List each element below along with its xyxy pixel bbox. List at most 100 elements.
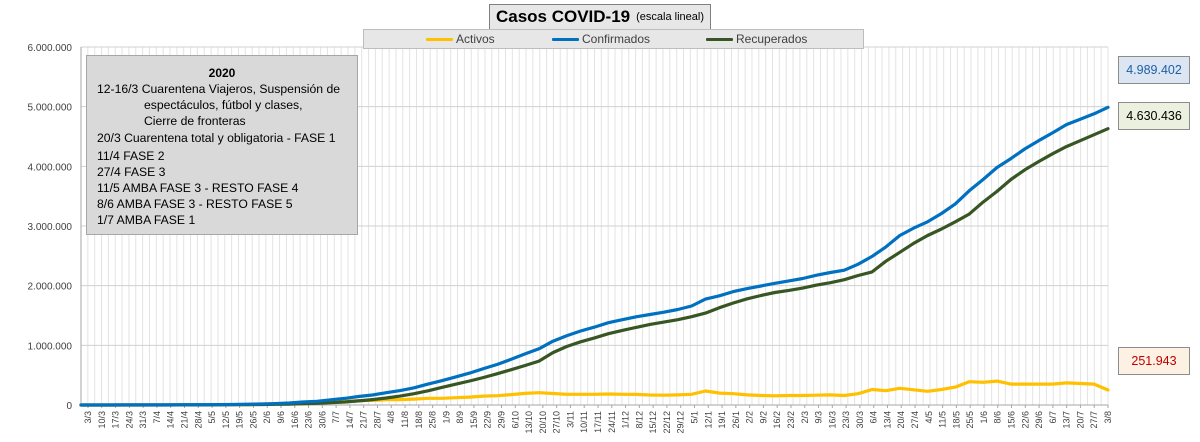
x-tick-label: 2/6 — [262, 411, 272, 424]
x-tick-label: 21/4 — [179, 411, 189, 429]
x-tick-label: 29/9 — [497, 411, 507, 429]
annotation-line: 11/5 AMBA FASE 3 - RESTO FASE 4 — [97, 181, 299, 195]
y-tick-label: 3.000.000 — [28, 222, 73, 233]
x-tick-label: 1/9 — [441, 411, 451, 424]
x-tick-label: 20/7 — [1075, 411, 1085, 429]
y-axis: 0 1.000.000 2.000.000 3.000.000 4.000.000 5.0… — [28, 43, 82, 412]
chart-title: Casos COVID-19 — [495, 7, 631, 26]
x-tick-label: 27/4 — [910, 411, 920, 429]
x-tick-label: 24/3 — [124, 411, 134, 429]
x-tick-label: 5/1 — [689, 411, 699, 424]
x-tick-label: 9/6 — [276, 411, 286, 424]
x-tick-label: 30/6 — [317, 411, 327, 429]
legend-item-recuperados: Recuperados — [706, 30, 807, 48]
x-tick-label: 7/4 — [152, 411, 162, 424]
x-tick-label: 15/12 — [648, 411, 658, 434]
x-tick-label: 10/3 — [97, 411, 107, 429]
x-tick-label: 28/4 — [193, 411, 203, 429]
x-tick-label: 11/5 — [938, 411, 948, 428]
x-tick-label: 19/1 — [717, 411, 727, 429]
x-tick-label: 22/6 — [1020, 411, 1030, 429]
x-tick-label: 6/10 — [510, 411, 520, 429]
annotation-line: 8/6 AMBA FASE 3 - RESTO FASE 5 — [97, 197, 293, 211]
x-tick-label: 2/2 — [745, 411, 755, 424]
x-tick-label: 8/9 — [455, 411, 465, 424]
legend-label-confirmados: Confirmados — [582, 32, 651, 46]
x-tick-label: 26/5 — [248, 411, 258, 429]
x-tick-label: 2/3 — [800, 411, 810, 424]
x-tick-label: 3/3 — [83, 411, 93, 424]
annotation-line: 20/3 Cuarentena total y obligatoria - FA… — [97, 131, 336, 145]
x-tick-label: 29/6 — [1034, 411, 1044, 429]
legend-item-activos: Activos — [426, 30, 495, 48]
x-tick-label: 7/7 — [331, 411, 341, 424]
annotation-box: 2020 12-16/3 Cuarentena Viajeros, Suspen… — [86, 55, 358, 235]
annotation-line: Cierre de fronteras — [144, 114, 246, 128]
value-box-confirmados: 4.989.402 — [1118, 56, 1190, 84]
x-tick-label: 25/5 — [965, 411, 975, 429]
value-recuperados: 4.630.436 — [1126, 109, 1182, 123]
value-activos: 251.943 — [1131, 354, 1177, 368]
y-tick-label: 6.000.000 — [28, 43, 73, 54]
x-tick-label: 26/1 — [731, 411, 741, 429]
x-tick-label: 4/5 — [924, 411, 934, 424]
x-tick-label: 15/6 — [1007, 411, 1017, 429]
x-tick-label: 17/3 — [111, 411, 121, 429]
annotation-line: 27/4 FASE 3 — [97, 165, 166, 179]
x-tick-label: 16/3 — [827, 411, 837, 429]
x-tick-label: 9/3 — [814, 411, 824, 424]
x-axis: 3/3 10/3 17/3 24/3 31/3 7/4 14/4 21/4 28/4 5/5 12/… — [81, 404, 1113, 434]
x-tick-label: 9/2 — [758, 411, 768, 424]
x-tick-label: 13/10 — [524, 411, 534, 434]
x-tick-label: 23/3 — [841, 411, 851, 429]
chart-subtitle: (escala lineal) — [636, 11, 705, 23]
chart-legend: Activos Confirmados Recuperados — [363, 29, 864, 49]
x-tick-label: 8/12 — [634, 411, 644, 429]
x-tick-label: 12/1 — [703, 411, 713, 429]
value-box-recuperados: 4.630.436 — [1118, 102, 1190, 130]
x-tick-label: 22/9 — [483, 411, 493, 429]
x-tick-label: 16/6 — [290, 411, 300, 429]
x-tick-label: 14/4 — [166, 411, 176, 429]
x-tick-label: 28/7 — [372, 411, 382, 429]
y-tick-label: 2.000.000 — [28, 282, 73, 293]
legend-label-activos: Activos — [456, 32, 495, 46]
y-tick-label: 1.000.000 — [28, 341, 73, 352]
x-tick-label: 11/8 — [400, 411, 410, 428]
legend-swatch-activos — [426, 37, 453, 41]
x-tick-label: 13/7 — [1062, 411, 1072, 429]
value-box-activos: 251.943 — [1118, 347, 1190, 375]
legend-swatch-recuperados — [706, 37, 733, 41]
x-tick-label: 10/11 — [579, 411, 589, 433]
x-tick-label: 3/8 — [1103, 411, 1113, 424]
x-tick-label: 12/5 — [221, 411, 231, 429]
value-confirmados: 4.989.402 — [1126, 63, 1182, 77]
y-tick-label: 0 — [66, 401, 72, 412]
x-tick-label: 1/6 — [979, 411, 989, 424]
chart-title-box: Casos COVID-19 (escala lineal) — [489, 4, 711, 30]
x-tick-label: 27/7 — [1089, 411, 1099, 429]
legend-item-confirmados: Confirmados — [552, 30, 650, 48]
x-tick-label: 25/8 — [428, 411, 438, 429]
x-tick-label: 17/11 — [593, 411, 603, 433]
x-tick-label: 23/2 — [786, 411, 796, 429]
x-tick-label: 20/4 — [896, 411, 906, 429]
series-lines — [79, 105, 1110, 407]
annotation-title: 2020 — [208, 66, 236, 80]
x-tick-label: 30/3 — [855, 411, 865, 429]
x-tick-label: 20/10 — [538, 411, 548, 434]
x-tick-label: 21/7 — [359, 411, 369, 429]
x-tick-label: 27/10 — [552, 411, 562, 434]
annotation-line: 1/7 AMBA FASE 1 — [97, 213, 196, 227]
x-tick-label: 13/4 — [882, 411, 892, 429]
x-tick-label: 31/3 — [138, 411, 148, 429]
x-tick-label: 1/12 — [621, 411, 631, 429]
x-tick-label: 6/4 — [869, 411, 879, 424]
x-tick-label: 23/6 — [304, 411, 314, 429]
x-tick-label: 29/12 — [676, 411, 686, 434]
x-tick-label: 24/11 — [607, 411, 617, 433]
x-tick-label: 4/8 — [386, 411, 396, 424]
x-tick-label: 19/5 — [235, 411, 245, 429]
x-tick-label: 3/11 — [565, 411, 575, 428]
x-tick-label: 22/12 — [662, 411, 672, 434]
